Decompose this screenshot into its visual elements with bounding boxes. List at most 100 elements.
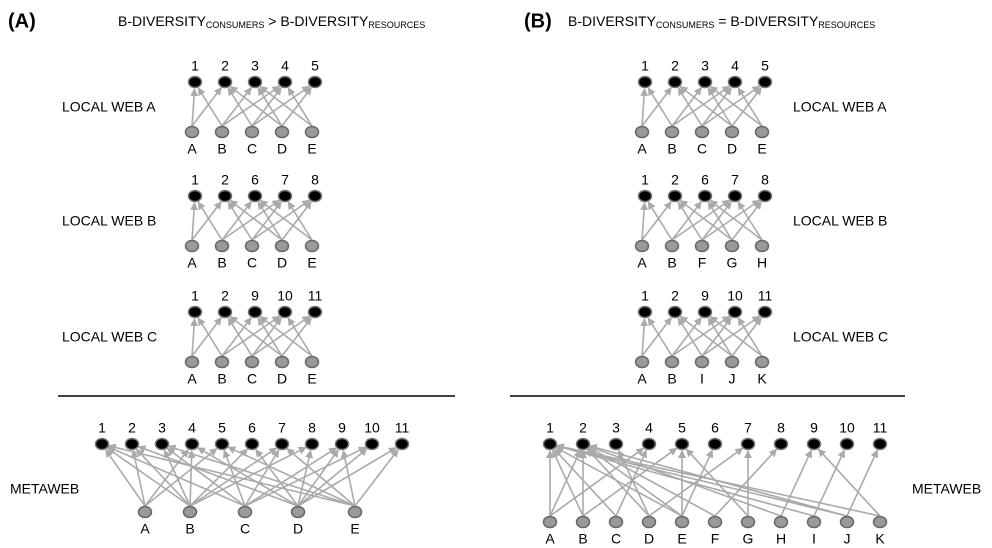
heading-part: = B-DIVERSITY xyxy=(714,13,819,29)
consumer-label: 6 xyxy=(701,172,709,188)
resource-label: K xyxy=(757,371,767,387)
resource-node xyxy=(674,515,690,529)
edge xyxy=(731,201,762,241)
resource-node xyxy=(290,505,306,519)
edge xyxy=(817,448,881,517)
resource-node xyxy=(664,355,680,369)
consumer-label: 9 xyxy=(701,288,709,304)
edge xyxy=(257,201,283,241)
consumer-node xyxy=(217,305,233,319)
consumer-node xyxy=(667,305,683,319)
edge xyxy=(553,448,617,517)
heading-sub: RESOURCES xyxy=(818,20,875,30)
edge xyxy=(190,201,199,241)
consumer-label: 11 xyxy=(873,420,888,436)
resource-label: C xyxy=(697,141,707,157)
edge xyxy=(297,448,368,507)
consumer-node xyxy=(727,75,743,89)
edge xyxy=(257,317,283,357)
panel-heading: B-DIVERSITYCONSUMERS > B-DIVERSITYRESOUR… xyxy=(118,13,425,31)
edge xyxy=(780,449,812,517)
edge xyxy=(251,199,311,241)
edge xyxy=(281,201,312,241)
consumer-label: 1 xyxy=(641,288,649,304)
resource-node xyxy=(872,515,888,529)
edge xyxy=(679,315,733,357)
resource-node xyxy=(184,355,200,369)
edge xyxy=(641,87,672,127)
edge xyxy=(197,201,223,241)
resource-node xyxy=(740,515,756,529)
resource-node xyxy=(634,239,650,253)
web-name: LOCAL WEB B xyxy=(793,213,887,229)
edge xyxy=(221,317,252,357)
resource-label: H xyxy=(757,255,767,271)
resource-node xyxy=(237,505,253,519)
consumer-node xyxy=(247,305,263,319)
edge xyxy=(707,317,733,357)
consumer-label: 2 xyxy=(671,58,679,74)
consumer-node xyxy=(187,189,203,203)
consumer-label: 5 xyxy=(311,58,319,74)
edge xyxy=(135,448,191,507)
resource-label: F xyxy=(711,531,720,547)
edge xyxy=(190,87,199,127)
consumer-label: 9 xyxy=(338,420,346,436)
consumer-node xyxy=(697,75,713,89)
resource-node xyxy=(274,355,290,369)
edge xyxy=(846,449,878,517)
resource-node xyxy=(694,355,710,369)
resource-node xyxy=(184,239,200,253)
heading-part: > B-DIVERSITY xyxy=(264,13,369,29)
resource-label: D xyxy=(277,255,287,271)
edge xyxy=(671,199,731,241)
resource-node xyxy=(707,515,723,529)
panel-heading: B-DIVERSITYCONSUMERS = B-DIVERSITYRESOUR… xyxy=(568,13,875,31)
resource-label: B xyxy=(667,141,676,157)
consumer-label: 3 xyxy=(701,58,709,74)
consumer-node xyxy=(94,437,110,451)
panel-label: (B) xyxy=(524,10,552,32)
edge xyxy=(707,87,733,127)
consumer-node xyxy=(364,437,380,451)
consumer-node xyxy=(757,305,773,319)
edge xyxy=(255,448,299,507)
consumer-node xyxy=(187,75,203,89)
consumer-node xyxy=(637,305,653,319)
resource-label: B xyxy=(185,521,194,537)
edge xyxy=(221,201,252,241)
consumer-node xyxy=(757,189,773,203)
consumer-label: 1 xyxy=(191,58,199,74)
web-name: LOCAL WEB B xyxy=(62,213,156,229)
consumer-node xyxy=(247,75,263,89)
edge xyxy=(701,315,761,357)
consumer-label: 8 xyxy=(761,172,769,188)
resource-label: D xyxy=(727,141,737,157)
resource-label: J xyxy=(729,371,736,387)
edge xyxy=(640,87,649,127)
resource-node xyxy=(664,125,680,139)
edge xyxy=(107,443,356,507)
consumer-label: 5 xyxy=(218,420,226,436)
consumer-label: 2 xyxy=(671,288,679,304)
edge xyxy=(555,443,815,517)
resource-node xyxy=(137,505,153,519)
consumer-node xyxy=(637,189,653,203)
resource-node xyxy=(304,125,320,139)
edge xyxy=(737,317,763,357)
edges xyxy=(105,85,881,517)
consumer-label: 6 xyxy=(711,420,719,436)
resource-node xyxy=(634,125,650,139)
consumer-node xyxy=(154,437,170,451)
edge xyxy=(106,447,191,507)
edge xyxy=(191,87,222,127)
resource-label: D xyxy=(277,141,287,157)
edge xyxy=(582,447,678,517)
consumer-node xyxy=(757,75,773,89)
edge xyxy=(259,199,313,241)
consumer-node xyxy=(274,437,290,451)
resource-label: J xyxy=(844,531,851,547)
consumer-node xyxy=(217,75,233,89)
resource-node xyxy=(244,125,260,139)
resource-label: C xyxy=(240,521,250,537)
